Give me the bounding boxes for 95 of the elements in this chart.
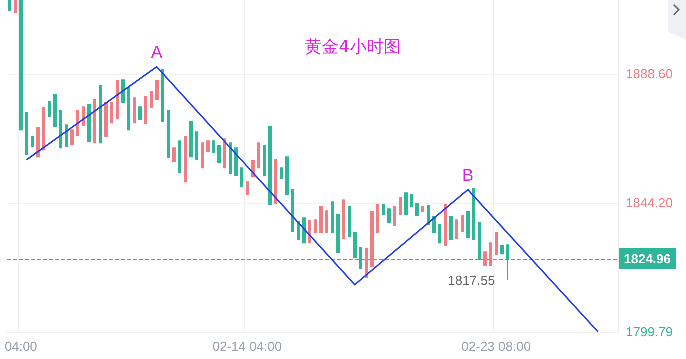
candlestick: [223, 138, 226, 169]
text: 黄金4小时图: [305, 38, 401, 58]
candlestick: [70, 130, 74, 146]
candlestick: [387, 208, 391, 224]
candlestick: [133, 98, 136, 124]
candlestick: [376, 204, 379, 234]
candlestick: [127, 87, 130, 131]
candlestick: [212, 140, 215, 154]
candlestick: [59, 110, 62, 149]
candlestick: [500, 245, 504, 255]
candlestick: [415, 203, 419, 217]
candlestick: [53, 94, 57, 128]
candlestick: [167, 110, 170, 158]
candlestick: [348, 206, 351, 238]
x-tick-label: 02-23 08:00: [462, 339, 532, 354]
candlestick: [314, 220, 317, 234]
candlestick: [274, 159, 277, 204]
candlestick: [14, 0, 17, 14]
candlestick: [489, 242, 492, 267]
candlestick: [297, 221, 300, 240]
candlestick: [138, 106, 142, 120]
candlestick: [217, 146, 221, 164]
candlestick: [410, 194, 413, 208]
candlestick: [178, 140, 181, 174]
y-tick-label: 1844.20: [626, 195, 673, 210]
candlestick: [331, 202, 334, 234]
candlestick: [291, 189, 294, 233]
candlestick: [444, 204, 447, 246]
candlestick: [438, 224, 441, 244]
candlestick: [472, 188, 475, 240]
candlestick: [268, 126, 272, 206]
candlestick: [144, 96, 147, 124]
data-label: A: [151, 43, 164, 62]
candlestick: [150, 92, 153, 108]
candlestick: [302, 218, 306, 244]
candlestick: [342, 200, 345, 240]
candlestick: [466, 211, 470, 238]
candlestick: [495, 232, 498, 256]
candlestick: [263, 146, 266, 176]
candlestick: [121, 80, 125, 104]
candlestick: [93, 99, 96, 144]
candlestick: [483, 252, 487, 267]
candlestick: [42, 107, 45, 151]
annotation: 1817.55: [448, 272, 496, 288]
candlestick: [195, 132, 198, 160]
candlestick: [76, 110, 79, 136]
candlestick: [172, 148, 176, 163]
line-series: [26, 66, 599, 333]
candlestick: [161, 69, 164, 122]
x-tick-label: 04:00: [4, 339, 38, 354]
candlestick: [110, 102, 113, 124]
candlestick: [461, 216, 464, 233]
candlestick: [308, 220, 311, 244]
candlestick: [65, 124, 68, 148]
candlestick: [404, 192, 408, 216]
candlestick: [155, 80, 159, 100]
x-tick-label: 02-14 04:00: [212, 339, 282, 354]
candlestick: [184, 136, 187, 183]
candlestick: [206, 140, 210, 152]
candlestick: [19, 0, 23, 131]
candlestick: [427, 205, 430, 226]
candlestick: [116, 80, 119, 120]
y-tick-label: 1888.60: [626, 66, 673, 82]
candlestick: [325, 210, 328, 234]
candlestick: [82, 106, 85, 126]
candlestick: [285, 156, 289, 196]
candlestick: [370, 211, 374, 268]
candlestick: [36, 128, 40, 158]
candlestick: [48, 101, 51, 118]
candlestick: [104, 102, 108, 138]
candlestick: [25, 112, 28, 156]
y-tick-label: 1799.79: [626, 324, 673, 340]
candlestick: [201, 142, 204, 169]
ref-line-label: 1824.96: [624, 251, 671, 266]
candlestick: [319, 206, 323, 234]
data-label: B: [462, 166, 474, 185]
candlestick: [455, 220, 458, 240]
candlestick: [240, 168, 243, 188]
candlestick: [31, 136, 34, 148]
candlestick: [257, 142, 260, 169]
candlestick: [393, 206, 396, 226]
candlestick: [336, 214, 340, 254]
candlestick: [399, 198, 402, 216]
candlestick: [229, 142, 232, 174]
candlestick: [189, 121, 193, 158]
candlestick: [421, 206, 424, 212]
candlestick: [280, 168, 283, 180]
candlestick: [99, 85, 102, 144]
candlestick: [449, 216, 453, 240]
candlestick: [246, 182, 249, 196]
candlestick: [8, 0, 11, 12]
candlestick: [87, 104, 91, 142]
candlestick: [234, 148, 238, 176]
candlestick: [382, 204, 385, 216]
candlestick: [365, 248, 368, 278]
